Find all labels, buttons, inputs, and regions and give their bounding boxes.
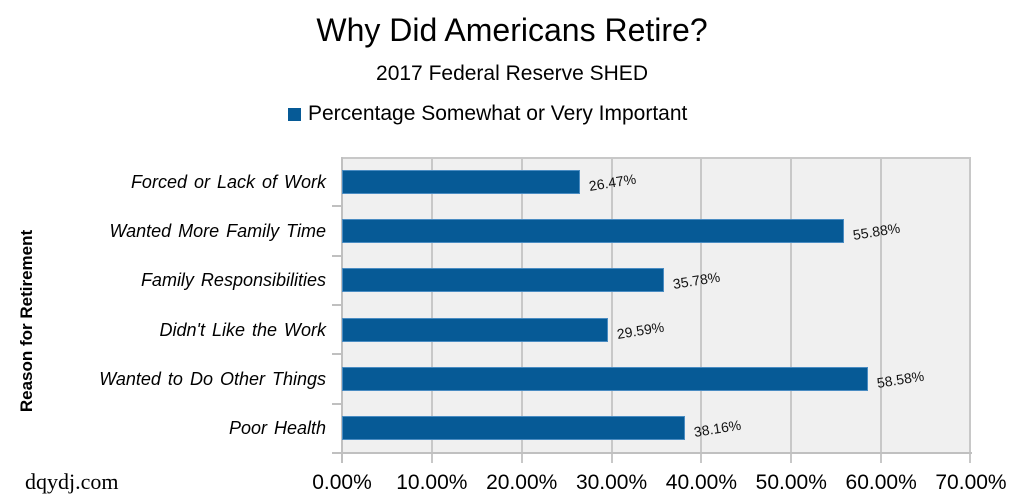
x-axis-line	[332, 452, 972, 454]
x-gridline	[880, 157, 883, 463]
legend-label: Percentage Somewhat or Very Important	[308, 102, 688, 125]
watermark: dqydj.com	[25, 469, 119, 494]
bar	[342, 416, 685, 441]
y-tick	[332, 304, 342, 306]
x-gridline	[610, 157, 613, 463]
y-axis-title: Reason for Retirement	[17, 229, 36, 413]
y-tick	[332, 353, 342, 356]
x-gridline	[520, 157, 523, 463]
bar	[342, 367, 869, 391]
chart-title: Why Did Americans Retire?	[316, 12, 708, 48]
category-label: Forced or Lack of Work	[130, 171, 326, 192]
x-tick-label: 0.00%	[312, 471, 372, 494]
y-tick	[332, 205, 342, 208]
x-gridline	[700, 157, 703, 463]
bar	[342, 219, 845, 243]
x-gridline	[969, 157, 971, 463]
bar	[342, 317, 608, 342]
x-gridline	[790, 157, 793, 463]
category-label: Wanted to Do Other Things	[99, 369, 326, 389]
x-gridline	[430, 157, 433, 463]
bar	[342, 268, 664, 293]
x-tick-label: 30.00%	[575, 471, 648, 494]
x-tick-label: 10.00%	[396, 471, 468, 494]
x-tick-label: 60.00%	[845, 471, 917, 494]
category-label: Poor Health	[228, 418, 326, 439]
legend-swatch-icon	[288, 107, 301, 121]
category-label: Wanted More Family Time	[109, 221, 326, 241]
chart-subtitle: 2017 Federal Reserve SHED	[376, 62, 648, 85]
category-label: Didn't Like the Work	[159, 319, 327, 340]
x-tick-label: 50.00%	[755, 471, 827, 494]
x-tick-label: 70.00%	[935, 471, 1007, 494]
category-label: Family Responsibilities	[140, 270, 326, 291]
bar	[342, 169, 580, 194]
y-tick	[332, 402, 342, 405]
y-axis-line	[341, 157, 343, 463]
y-tick	[332, 254, 342, 257]
plot-area	[342, 157, 971, 453]
x-tick-label: 20.00%	[486, 471, 558, 494]
x-tick-label: 40.00%	[665, 471, 738, 494]
legend: Percentage Somewhat or Very Important	[288, 101, 687, 127]
